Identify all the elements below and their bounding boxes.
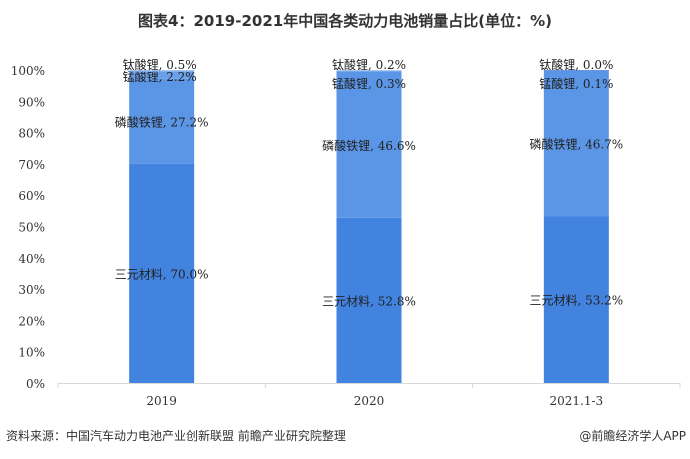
data-label: 磷酸铁锂, 27.2% <box>115 114 209 129</box>
bar-segment-2 <box>336 71 402 218</box>
data-label: 钛酸锂, 0.0% <box>539 57 613 72</box>
y-tick-label: 40% <box>18 252 45 266</box>
y-tick-label: 70% <box>18 158 45 172</box>
data-label: 钛酸锂, 0.2% <box>332 57 406 72</box>
y-tick-label: 0% <box>26 377 45 391</box>
data-label: 锰酸锂, 0.3% <box>332 76 406 91</box>
y-tick-label: 10% <box>18 346 45 360</box>
bar-segment-2 <box>543 70 609 217</box>
data-label: 磷酸铁锂, 46.6% <box>322 138 416 153</box>
chart-title: 图表4：2019-2021年中国各类动力电池销量占比(单位：%) <box>138 12 552 30</box>
bar-segment-4 <box>336 70 402 71</box>
bar-segment-3 <box>336 70 402 72</box>
y-tick-label: 60% <box>18 189 45 203</box>
data-label: 锰酸锂, 2.2% <box>123 69 197 84</box>
data-label: 锰酸锂, 0.1% <box>539 76 613 91</box>
bar-segment-1 <box>543 216 609 383</box>
credit-note: @前瞻经济学人APP <box>579 429 686 443</box>
source-note: 资料来源：中国汽车动力电池产业创新联盟 前瞻产业研究院整理 <box>6 429 346 443</box>
y-tick-label: 80% <box>18 127 45 141</box>
bar-segment-3 <box>543 70 609 71</box>
x-tick-label: 2020 <box>354 394 385 408</box>
data-label: 三元材料, 70.0% <box>115 267 209 281</box>
y-tick-label: 30% <box>18 283 45 297</box>
bar-segment-4 <box>129 70 195 72</box>
data-label: 磷酸铁锂, 46.7% <box>529 136 623 151</box>
data-label: 三元材料, 52.8% <box>322 294 416 308</box>
x-tick-label: 2021.1-3 <box>549 394 603 408</box>
y-tick-label: 50% <box>18 221 45 235</box>
data-label: 钛酸锂, 0.5% <box>123 57 197 72</box>
data-label: 三元材料, 53.2% <box>529 294 623 308</box>
bar-segment-3 <box>129 71 195 79</box>
y-tick-label: 100% <box>11 64 45 78</box>
y-tick-label: 90% <box>18 95 45 109</box>
bar-segment-2 <box>129 78 195 164</box>
y-tick-label: 20% <box>18 314 45 328</box>
x-tick-label: 2019 <box>146 394 177 408</box>
bar-segment-1 <box>336 217 402 383</box>
bar-segment-1 <box>129 163 195 383</box>
